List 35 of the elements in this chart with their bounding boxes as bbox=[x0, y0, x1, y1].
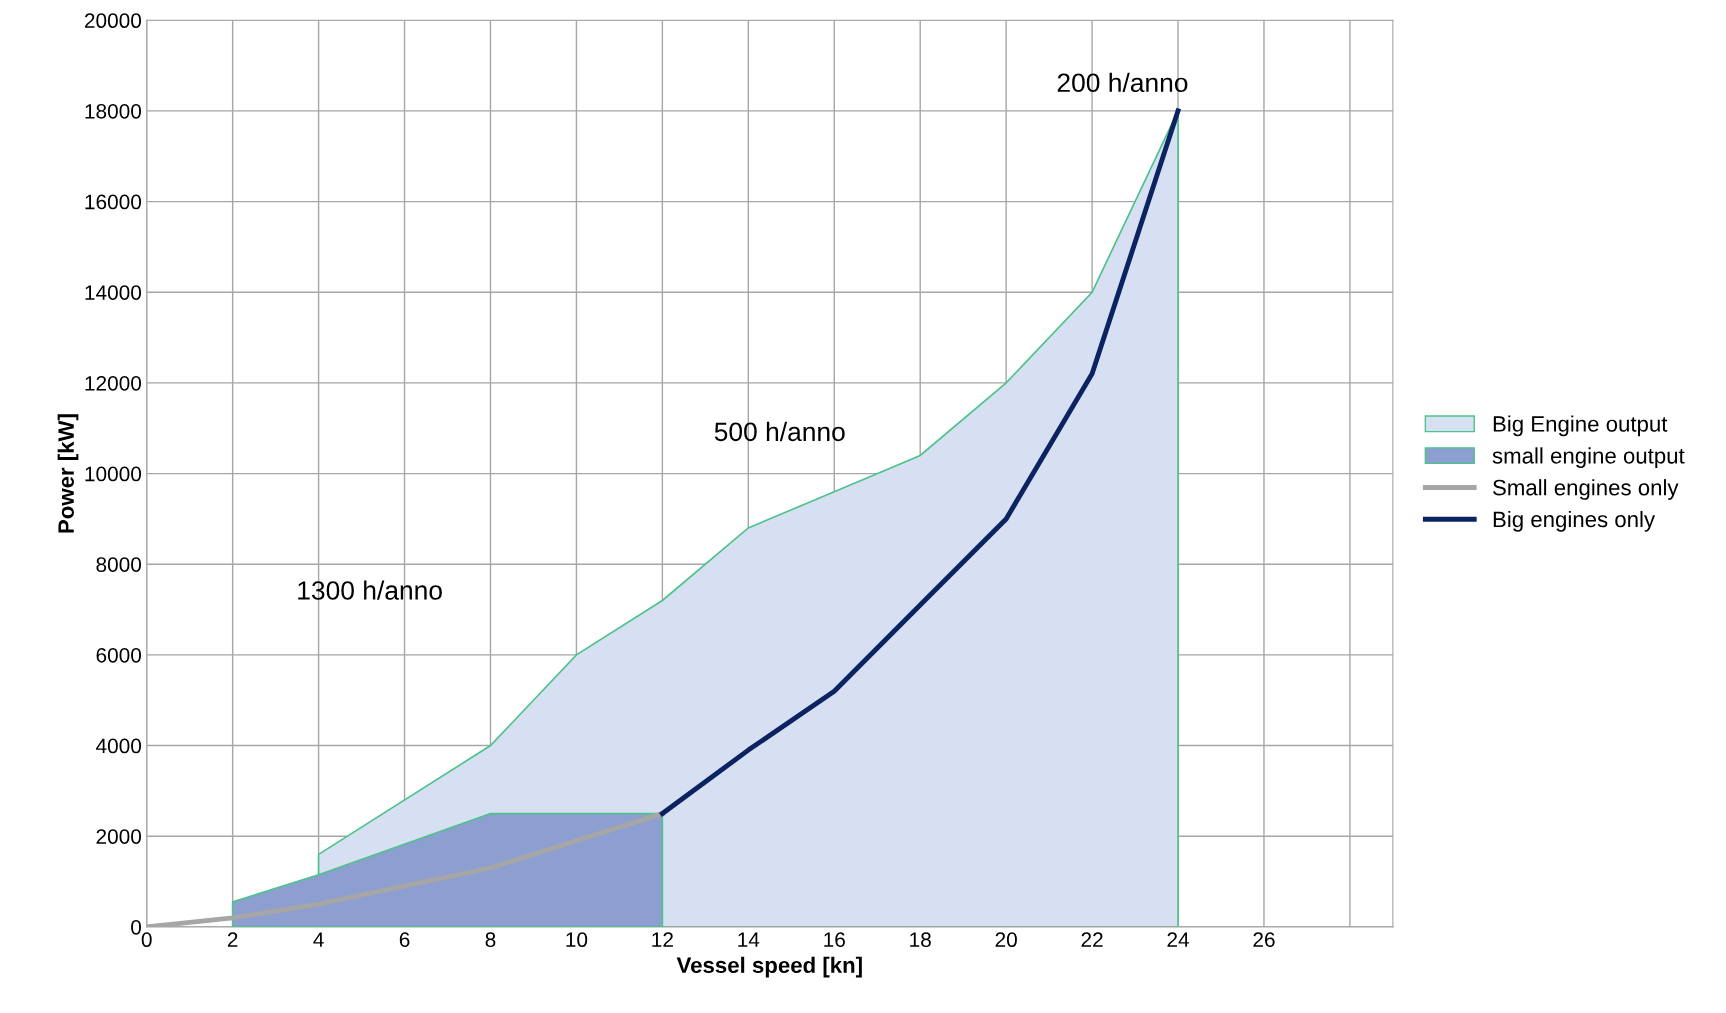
x-tick-label: 22 bbox=[1081, 932, 1103, 947]
x-tick-label: 4 bbox=[313, 932, 324, 947]
y-tick-label: 0 bbox=[131, 919, 142, 935]
line-series bbox=[659, 108, 1181, 816]
x-tick-label: 18 bbox=[910, 932, 931, 948]
x-tick-label: 8 bbox=[485, 932, 496, 948]
x-tick-label: 10 bbox=[566, 932, 588, 948]
y-tick-label: 14000 bbox=[85, 285, 142, 300]
x-tick-label: 12 bbox=[652, 932, 673, 947]
y-tick-label: 2000 bbox=[96, 829, 142, 844]
x-tick-label: 24 bbox=[1167, 932, 1189, 947]
y-tick-label: 16000 bbox=[85, 194, 142, 210]
annotation: 200 h/anno bbox=[1057, 72, 1188, 93]
y-axis-title: Power [kW] bbox=[57, 414, 79, 533]
y-tick-label: 8000 bbox=[96, 557, 142, 572]
y-tick-label: 6000 bbox=[96, 647, 142, 663]
annotation: 1300 h/anno bbox=[298, 580, 442, 600]
y-tick-label: 20000 bbox=[84, 13, 142, 29]
x-tick-label: 2 bbox=[227, 932, 238, 947]
x-tick-label: 26 bbox=[1253, 932, 1275, 948]
x-axis-title: Vessel speed [kn] bbox=[676, 956, 862, 978]
x-tick-label: 0 bbox=[141, 932, 152, 948]
y-tick-label: 10000 bbox=[85, 466, 142, 482]
y-tick-label: 18000 bbox=[85, 103, 142, 119]
legend-label: Small engines only bbox=[1493, 479, 1679, 500]
annotation: 500 h/anno bbox=[714, 421, 845, 442]
y-tick-label: 12000 bbox=[85, 375, 142, 391]
legend-label: Big engines only bbox=[1493, 510, 1656, 532]
x-tick-label: 16 bbox=[824, 932, 845, 948]
y-tick-label: 4000 bbox=[95, 738, 142, 754]
x-tick-label: 14 bbox=[738, 932, 760, 947]
x-tick-label: 6 bbox=[399, 932, 410, 948]
legend-label: small engine output bbox=[1492, 447, 1685, 469]
legend-label: Big Engine output bbox=[1493, 415, 1668, 437]
x-tick-label: 20 bbox=[995, 932, 1017, 948]
